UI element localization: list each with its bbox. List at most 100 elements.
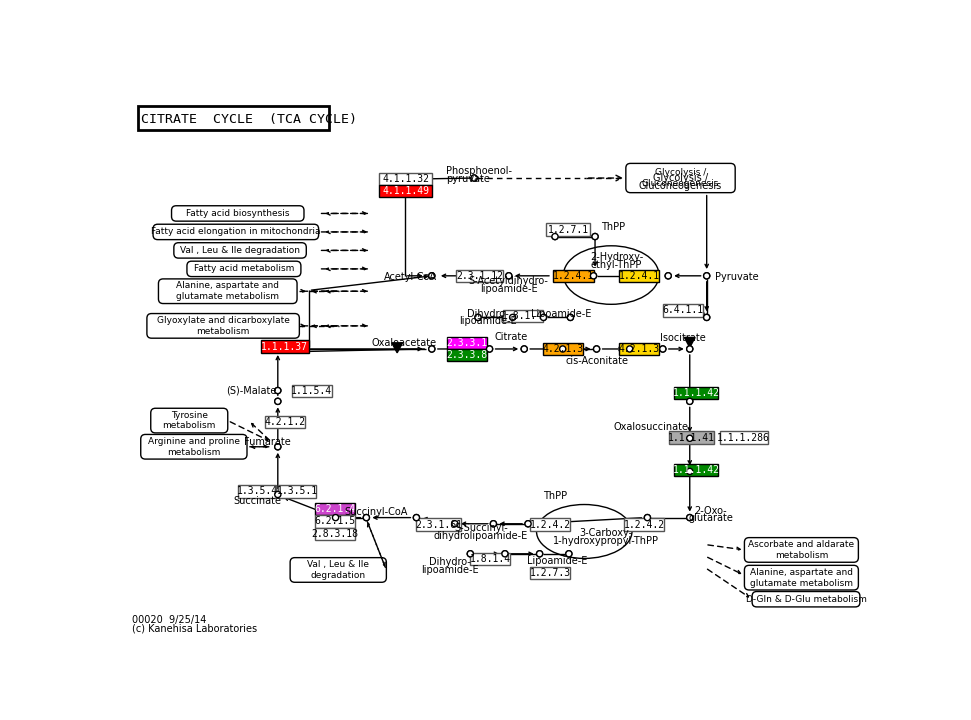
Circle shape — [686, 398, 693, 405]
FancyBboxPatch shape — [669, 431, 714, 444]
Text: 2.8.3.18: 2.8.3.18 — [312, 528, 358, 539]
FancyBboxPatch shape — [315, 516, 354, 528]
Text: 6.2.1.4: 6.2.1.4 — [315, 504, 355, 514]
FancyBboxPatch shape — [663, 305, 703, 317]
FancyBboxPatch shape — [261, 341, 309, 353]
Circle shape — [275, 398, 281, 405]
Circle shape — [429, 346, 435, 352]
Text: dihydrolipoamide-E: dihydrolipoamide-E — [434, 531, 528, 541]
Text: Glycolysis /: Glycolysis / — [653, 173, 708, 183]
Text: 2-Oxo-: 2-Oxo- — [694, 505, 727, 516]
Circle shape — [275, 387, 281, 394]
Text: glutarate: glutarate — [688, 513, 733, 523]
Circle shape — [521, 346, 527, 352]
Text: CITRATE  CYCLE  (TCA CYCLE): CITRATE CYCLE (TCA CYCLE) — [141, 113, 356, 126]
Circle shape — [275, 444, 281, 450]
Text: 1.8.1.4: 1.8.1.4 — [470, 554, 511, 564]
Circle shape — [686, 468, 693, 474]
Text: pyruvate: pyruvate — [446, 174, 489, 184]
Text: Ascorbate and aldarate
metabolism: Ascorbate and aldarate metabolism — [749, 540, 854, 560]
FancyBboxPatch shape — [238, 485, 277, 498]
Text: Glycolysis /
Gluconeogenesis: Glycolysis / Gluconeogenesis — [642, 168, 720, 188]
FancyBboxPatch shape — [626, 163, 735, 193]
FancyBboxPatch shape — [172, 206, 304, 221]
Circle shape — [471, 175, 477, 181]
Text: Pyruvate: Pyruvate — [716, 271, 758, 282]
Text: 1.2.7.3: 1.2.7.3 — [530, 568, 571, 578]
FancyBboxPatch shape — [624, 518, 664, 531]
Circle shape — [475, 315, 481, 320]
Circle shape — [566, 551, 572, 557]
Circle shape — [475, 315, 481, 320]
Circle shape — [541, 315, 547, 320]
Circle shape — [510, 315, 516, 320]
Circle shape — [486, 346, 492, 352]
Circle shape — [486, 346, 492, 352]
FancyBboxPatch shape — [380, 185, 432, 197]
FancyBboxPatch shape — [674, 464, 719, 476]
FancyBboxPatch shape — [456, 270, 503, 282]
Text: lipoamide-E: lipoamide-E — [480, 284, 538, 294]
Text: 1.1.1.37: 1.1.1.37 — [261, 342, 308, 351]
Circle shape — [592, 233, 598, 240]
Text: Fatty acid elongation in mitochondria: Fatty acid elongation in mitochondria — [151, 228, 320, 236]
Circle shape — [521, 346, 527, 352]
Circle shape — [275, 387, 281, 394]
Text: 2.3.3.1: 2.3.3.1 — [447, 338, 487, 348]
Text: 1-hydroxypropyl-ThPP: 1-hydroxypropyl-ThPP — [552, 536, 658, 546]
Text: 2-Hydroxy-: 2-Hydroxy- — [590, 252, 643, 262]
Circle shape — [645, 515, 651, 521]
Circle shape — [626, 346, 633, 352]
Text: Arginine and proline
metabolism: Arginine and proline metabolism — [148, 437, 240, 456]
FancyBboxPatch shape — [720, 431, 767, 444]
Circle shape — [665, 273, 671, 279]
Circle shape — [429, 273, 435, 279]
FancyBboxPatch shape — [553, 270, 593, 282]
Text: Gluconeogenesis: Gluconeogenesis — [639, 181, 722, 192]
FancyBboxPatch shape — [265, 416, 305, 428]
FancyBboxPatch shape — [753, 592, 860, 607]
FancyBboxPatch shape — [174, 243, 306, 258]
Circle shape — [414, 515, 419, 521]
Circle shape — [275, 444, 281, 450]
Text: Val , Leu & Ile degradation: Val , Leu & Ile degradation — [180, 246, 300, 255]
Circle shape — [686, 346, 693, 352]
Text: 1.8.1.4: 1.8.1.4 — [502, 311, 543, 321]
Circle shape — [275, 492, 281, 498]
Ellipse shape — [563, 246, 659, 305]
FancyBboxPatch shape — [619, 270, 659, 282]
Text: 2.3.1.61: 2.3.1.61 — [416, 520, 462, 529]
FancyBboxPatch shape — [151, 408, 228, 433]
Circle shape — [506, 273, 512, 279]
Text: 4.2.1.3: 4.2.1.3 — [619, 344, 659, 354]
Polygon shape — [685, 338, 695, 348]
Text: 00020  9/25/14: 00020 9/25/14 — [131, 615, 206, 625]
Text: Alanine, aspartate and
glutamate metabolism: Alanine, aspartate and glutamate metabol… — [177, 282, 280, 301]
Circle shape — [363, 515, 369, 521]
Text: Lipoamide-E: Lipoamide-E — [531, 310, 591, 319]
FancyBboxPatch shape — [503, 310, 543, 322]
FancyBboxPatch shape — [380, 173, 432, 185]
Circle shape — [686, 398, 693, 405]
Text: ThPP: ThPP — [601, 222, 625, 233]
Text: 6.4.1.1: 6.4.1.1 — [662, 305, 703, 315]
FancyBboxPatch shape — [141, 434, 247, 459]
Circle shape — [593, 346, 600, 352]
Circle shape — [686, 435, 693, 441]
Circle shape — [590, 273, 596, 279]
Circle shape — [686, 435, 693, 441]
Text: Val , Leu & Ile
degradation: Val , Leu & Ile degradation — [307, 560, 369, 580]
Circle shape — [704, 273, 710, 279]
FancyBboxPatch shape — [138, 107, 328, 130]
Circle shape — [566, 551, 572, 557]
Text: 2.3.3.8: 2.3.3.8 — [447, 350, 487, 360]
FancyBboxPatch shape — [674, 387, 719, 399]
Circle shape — [471, 175, 477, 181]
Circle shape — [559, 346, 566, 352]
FancyBboxPatch shape — [315, 503, 354, 516]
FancyBboxPatch shape — [290, 557, 386, 582]
Text: Lipoamide-E: Lipoamide-E — [527, 557, 587, 567]
Text: cis-Aconitate: cis-Aconitate — [566, 356, 629, 366]
Text: 1.2.4.2: 1.2.4.2 — [623, 520, 665, 529]
Text: 4.1.1.32: 4.1.1.32 — [383, 174, 429, 184]
